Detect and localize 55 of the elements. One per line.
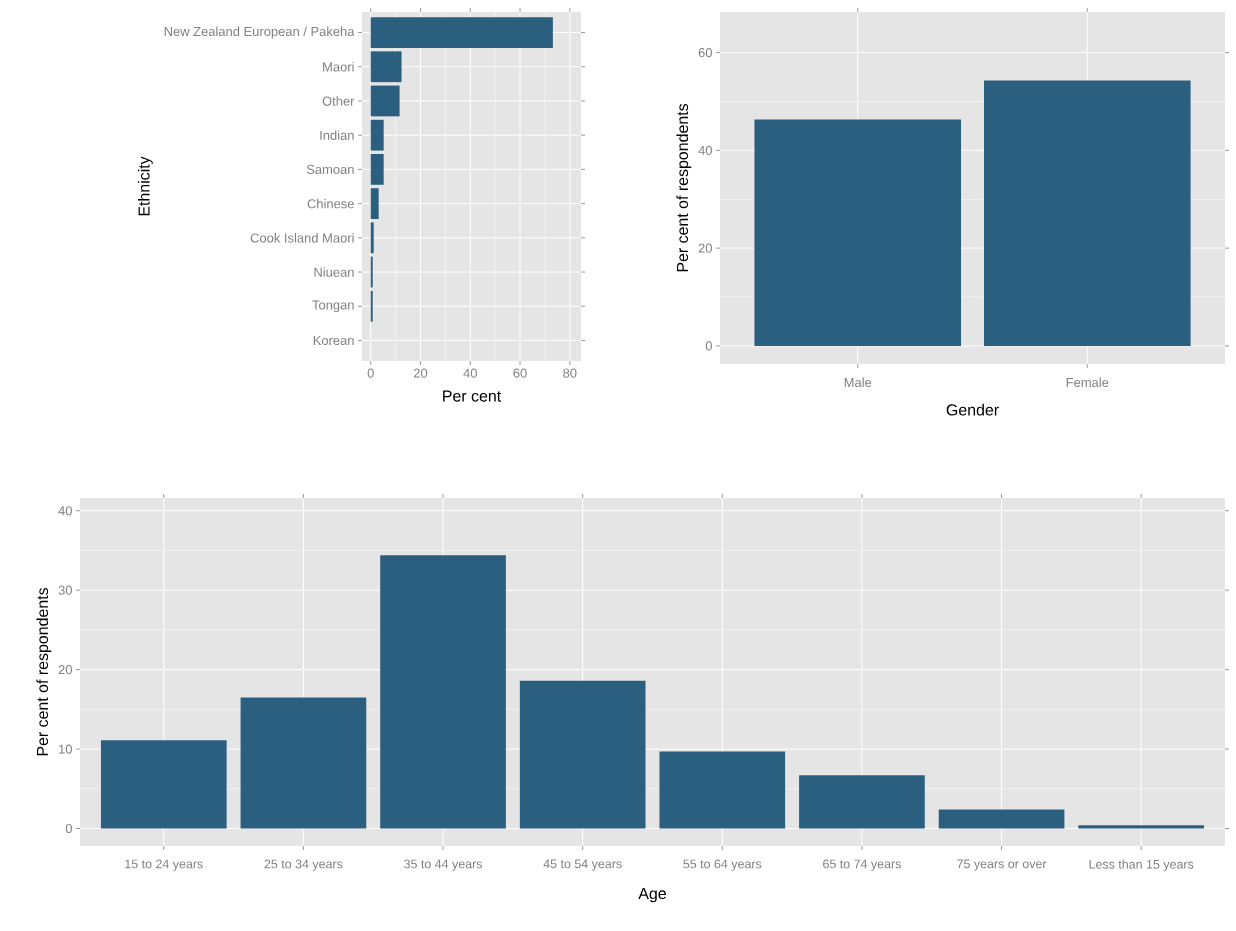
- x-tick-label: 60: [513, 368, 527, 378]
- bar: [659, 751, 786, 829]
- y-tick-label: Niuean: [314, 267, 354, 277]
- bar: [519, 680, 646, 829]
- x-tick-label: 65 to 74 years: [823, 859, 901, 871]
- x-tick-label: 35 to 44 years: [404, 859, 483, 871]
- y-tick-label: 40: [698, 145, 712, 155]
- y-tick-label: Indian: [320, 130, 354, 140]
- y-tick-label: Korean: [313, 335, 354, 345]
- x-tick-label: Female: [1066, 377, 1109, 388]
- x-axis-title: Per cent: [443, 390, 502, 402]
- bar: [938, 809, 1065, 829]
- bar: [370, 85, 400, 117]
- bar: [370, 188, 379, 220]
- y-tick-label: Tongan: [312, 300, 354, 313]
- y-tick-label: 0: [705, 341, 712, 351]
- bar: [370, 222, 374, 254]
- bar: [370, 51, 402, 83]
- bar: [1078, 825, 1205, 829]
- x-axis-title: Age: [638, 887, 666, 903]
- x-tick-label: 20: [413, 368, 428, 378]
- y-tick-label: 20: [698, 243, 712, 253]
- y-tick-label: Maori: [323, 61, 354, 72]
- x-tick-label: 75 years or over: [957, 859, 1047, 871]
- y-axis-title: Ethnicity: [137, 156, 153, 216]
- x-tick-label: 80: [563, 368, 577, 378]
- y-tick-label: 10: [59, 744, 72, 754]
- y-tick-label: Samoan: [306, 164, 354, 174]
- x-axis-title: Gender: [946, 403, 999, 416]
- y-tick-label: New Zealand European / Pakeha: [164, 26, 355, 39]
- y-axis-title: Per cent of respondents: [676, 103, 692, 272]
- x-tick-label: 55 to 64 years: [683, 859, 762, 871]
- y-tick-label: Other: [322, 96, 355, 106]
- bar: [240, 697, 367, 829]
- y-tick-label: 40: [58, 506, 72, 516]
- bar: [380, 555, 506, 829]
- x-tick-label: Male: [844, 377, 872, 388]
- y-tick-label: 60: [698, 47, 712, 58]
- y-tick-label: Cook Island Maori: [250, 233, 354, 243]
- bar: [100, 740, 227, 829]
- x-tick-label: 45 to 54 years: [543, 859, 622, 871]
- y-tick-label: 20: [58, 665, 72, 675]
- bar: [370, 17, 553, 48]
- x-tick-label: 40: [463, 368, 477, 378]
- bar: [370, 154, 384, 185]
- x-tick-label: 15 to 24 years: [125, 859, 203, 871]
- y-axis-title: Per cent of respondents: [36, 587, 52, 756]
- y-tick-label: Chinese: [307, 198, 354, 209]
- x-tick-label: 0: [367, 368, 374, 378]
- y-tick-label: 0: [65, 823, 72, 834]
- bar: [370, 119, 384, 151]
- bar: [799, 775, 925, 829]
- x-tick-label: Less than 15 years: [1089, 859, 1194, 872]
- x-tick-label: 25 to 34 years: [264, 859, 343, 871]
- y-tick-label: 30: [58, 585, 72, 595]
